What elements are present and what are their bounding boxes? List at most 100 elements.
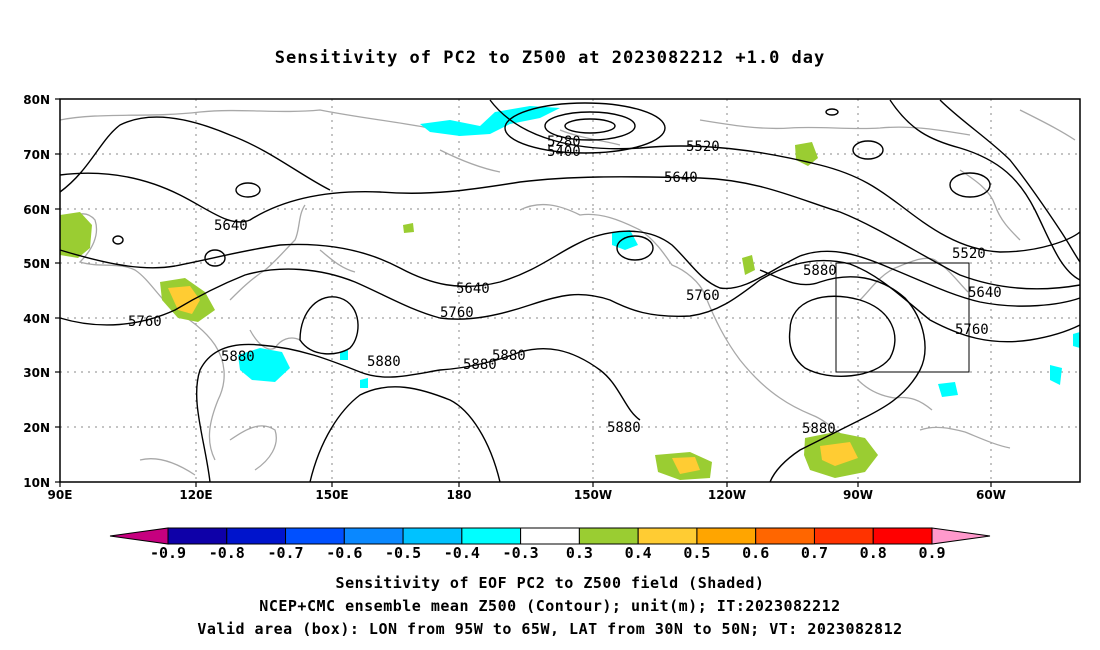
shade-patch: [420, 106, 560, 136]
colorbar-tick-label: -0.6: [326, 544, 362, 562]
contour-label: 5520: [686, 139, 720, 155]
lat-label: 30N: [23, 366, 50, 380]
colorbar-tick-label: 0.7: [801, 544, 828, 562]
contour-low-62n: [949, 172, 991, 198]
contour-label: 5400: [547, 144, 581, 160]
lat-label: 60N: [23, 203, 50, 217]
contour-label: 5880: [367, 354, 401, 370]
contour-low-55n: [616, 235, 654, 261]
colorbar-box: [755, 527, 815, 545]
contour-label: 5760: [128, 314, 162, 330]
colorbar-box: [461, 527, 522, 545]
colorbar-box: [402, 527, 463, 545]
lon-label: 150W: [574, 488, 612, 502]
colorbar-box: [520, 527, 580, 545]
contour-label: 5280: [547, 134, 581, 150]
colorbar-tick-label: 0.4: [625, 544, 652, 562]
contour-label: 5880: [802, 421, 836, 437]
colorbar-box: [813, 527, 874, 545]
contour-label: 5880: [463, 357, 497, 373]
map-area: [60, 99, 1080, 482]
contour-label: 5640: [456, 281, 490, 297]
lon-label: 90E: [48, 488, 73, 502]
colorbar-tick-label: 0.6: [742, 544, 769, 562]
caption-shaded: Sensitivity of EOF PC2 to Z500 field (Sh…: [335, 574, 765, 592]
colorbar-tick-label: 0.5: [683, 544, 710, 562]
shade-patch: [60, 212, 92, 258]
contour-5280: [544, 111, 636, 141]
colorbar-tick-label: -0.4: [444, 544, 480, 562]
lat-label: 80N: [23, 93, 50, 107]
chart-title: Sensitivity of PC2 to Z500 at 2023082212…: [274, 48, 826, 68]
shade-patch: [612, 230, 638, 250]
contour-label: 5520: [952, 246, 986, 262]
contour-label: 5760: [686, 288, 720, 304]
colorbar-tick-label: 0.9: [918, 544, 945, 562]
coastlines: [59, 109, 1076, 476]
contour-5880-loop2: [788, 295, 896, 377]
contour-label: 5640: [214, 218, 248, 234]
contour-5880-loop1: [299, 296, 359, 355]
shade-patch: [403, 223, 414, 233]
contour-5880-mid: [309, 386, 501, 483]
caption-valid-area: Valid area (box): LON from 95W to 65W, L…: [197, 620, 903, 638]
colorbar-tick-label: 0.3: [566, 544, 593, 562]
shade-patch: [742, 255, 755, 275]
contour-5520-east: [889, 99, 1081, 281]
contour-label: 5760: [440, 305, 474, 321]
colorbar-box: [637, 527, 698, 545]
contour-label: 5640: [664, 170, 698, 186]
longitude-labels: 90E 120E 150E 180 150W 120W 90W 60W: [48, 488, 1006, 502]
contour-small-53n: [112, 235, 124, 245]
contour-5280-inner: [564, 118, 616, 134]
colorbar-tick-label: -0.7: [267, 544, 303, 562]
contour-label: 5880: [803, 263, 837, 279]
z500-contours: [59, 99, 1081, 483]
shade-patch: [168, 286, 200, 314]
shade-patch: [360, 378, 368, 388]
lon-label: 90W: [843, 488, 873, 502]
contour-high-60n: [235, 182, 261, 198]
colorbar-box: [226, 527, 287, 545]
shade-patch: [1050, 365, 1062, 385]
lon-label: 120E: [179, 488, 212, 502]
lat-label: 40N: [23, 312, 50, 326]
colorbar-arrow-left: [109, 527, 169, 545]
lon-label: 150E: [315, 488, 348, 502]
caption-contour: NCEP+CMC ensemble mean Z500 (Contour); u…: [259, 597, 841, 615]
valid-area-box: [835, 262, 970, 373]
lat-label: 50N: [23, 257, 50, 271]
lon-label: 120W: [708, 488, 746, 502]
colorbar-box: [285, 527, 345, 545]
contour-small-52n: [204, 249, 226, 267]
colorbar-tick-label: -0.5: [385, 544, 421, 562]
latitude-labels: 80N 70N 60N 50N 40N 30N 20N 10N: [23, 93, 50, 490]
lat-label: 20N: [23, 421, 50, 435]
contour-5880-east: [759, 269, 926, 483]
contour-label: 5760: [955, 322, 989, 338]
contour-5760-west: [59, 259, 1081, 343]
shade-patch: [938, 382, 958, 397]
shade-patch: [820, 442, 858, 466]
lat-label: 10N: [23, 476, 50, 490]
contour-label: 5640: [968, 285, 1002, 301]
lon-label: 60W: [976, 488, 1006, 502]
colorbar-box: [167, 527, 228, 545]
lat-label: 70N: [23, 148, 50, 162]
colorbar-tick-label: -0.3: [503, 544, 539, 562]
contour-small-78n: [825, 108, 839, 116]
contour-labels: 5280 5400 5520 5640 5640 5520 5640 5640 …: [128, 134, 1002, 437]
shade-patch: [672, 457, 700, 474]
colorbar-labels: -0.9 -0.8 -0.7 -0.6 -0.5 -0.4 -0.3 0.3 0.4 0.5 0.6…: [150, 544, 946, 562]
colorbar-box: [872, 527, 933, 545]
contour-5880-west: [195, 343, 641, 483]
contour-5520: [489, 99, 1081, 253]
colorbar: [109, 527, 991, 545]
colorbar-box: [343, 527, 404, 545]
colorbar-box: [696, 527, 757, 545]
tick-marks: [55, 98, 992, 487]
map-frame: [59, 98, 1081, 483]
colorbar-tick-label: -0.8: [209, 544, 245, 562]
shade-patch: [238, 348, 290, 382]
